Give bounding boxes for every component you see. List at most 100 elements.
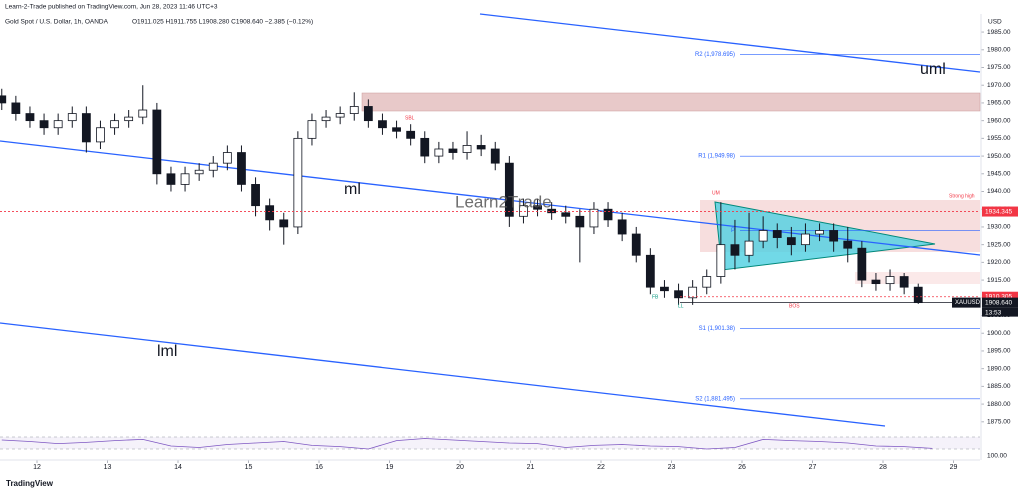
candle-body	[786, 237, 796, 246]
pivot-label: S2 (1,881.495)	[695, 396, 735, 402]
trendline-label: uml	[920, 61, 946, 78]
candle-body	[730, 244, 740, 256]
lower-median-line	[0, 322, 886, 427]
y-tick-label: 1880.00	[987, 401, 1011, 408]
price-tag-label: 1934.345	[985, 208, 1012, 215]
candle-body	[462, 145, 472, 153]
candle-body	[716, 244, 726, 277]
y-tick-label: 1930.00	[987, 224, 1011, 231]
rsi-label: 100.00	[987, 453, 1007, 460]
countdown: 13:53	[985, 309, 1002, 316]
candle-body	[871, 279, 881, 285]
price-tag	[982, 291, 1018, 302]
candle-body	[885, 276, 895, 285]
y-tick-label: 1890.00	[987, 365, 1011, 372]
y-tick-label: 1970.00	[987, 82, 1011, 89]
candle-body	[758, 230, 768, 242]
candle-body	[392, 127, 401, 132]
annotation: Strong high	[949, 193, 975, 199]
x-tick-label: 19	[386, 464, 394, 471]
annotation: SBL	[405, 115, 415, 121]
rsi-band	[0, 437, 980, 449]
x-tick-label: 26	[738, 464, 746, 471]
candle-body	[335, 113, 345, 118]
candle-body	[293, 137, 303, 228]
y-tick-label: 1940.00	[987, 188, 1011, 195]
y-axis-label: USD	[988, 19, 1002, 26]
candle-body	[378, 120, 387, 129]
y-tick-label: 1985.00	[987, 29, 1011, 36]
candle-body	[166, 173, 176, 185]
chart-title: Gold Spot / U.S. Dollar, 1h, OANDA	[5, 19, 109, 26]
y-tick-label: 1920.00	[987, 259, 1011, 266]
candle-body	[406, 130, 416, 139]
symbol-label: XAUUSD	[955, 300, 981, 306]
x-tick-label: 12	[33, 464, 41, 471]
watermark: Learn2Trade	[455, 192, 552, 211]
plot-area	[0, 54, 980, 400]
y-tick-label: 1900.00	[987, 330, 1011, 337]
candle-body	[688, 286, 698, 299]
candle-body	[349, 106, 359, 114]
y-tick-label: 1885.00	[987, 383, 1011, 390]
candle-body	[434, 148, 444, 157]
candle-body	[857, 247, 867, 281]
candle-body	[815, 230, 824, 235]
x-tick-label: 13	[104, 464, 112, 471]
y-tick-label: 1960.00	[987, 117, 1011, 124]
candle-body	[307, 120, 317, 139]
pivot-label: R1 (1,949.98)	[698, 154, 735, 160]
candle-body	[744, 240, 754, 256]
candle-body	[251, 184, 260, 207]
candle-body	[208, 162, 218, 171]
candle-body	[603, 208, 613, 221]
candle-body	[138, 109, 148, 118]
candle-body	[124, 116, 134, 122]
pivot-label: P	[731, 228, 735, 234]
x-tick-label: 28	[879, 464, 887, 471]
candle-body	[533, 205, 542, 210]
price-tag	[982, 297, 1018, 308]
candle-body	[25, 113, 35, 122]
footer: TradingView	[6, 479, 54, 488]
candle-body	[843, 240, 853, 249]
x-tick-label: 16	[315, 464, 323, 471]
candle-body	[631, 233, 641, 256]
candle-body	[899, 276, 909, 288]
candle-body	[96, 127, 105, 143]
candle-body	[561, 212, 571, 217]
supply-zone	[361, 92, 981, 112]
candle-body	[476, 145, 486, 150]
annotation: BOS	[789, 303, 800, 309]
trendline-label: lml	[157, 343, 177, 360]
candle-body	[448, 148, 458, 153]
price-tag-label: 1910.305	[985, 293, 1012, 300]
candle-body	[617, 219, 627, 235]
trendline-label: ml	[344, 181, 361, 198]
candle-body	[702, 276, 712, 288]
candle-body	[801, 233, 810, 246]
annotation: UM	[712, 190, 720, 196]
candle-body	[547, 208, 557, 214]
candle-body	[222, 152, 232, 164]
candle-body	[11, 102, 21, 114]
candle-body	[674, 290, 683, 299]
y-tick-label: 1975.00	[987, 64, 1011, 71]
candle-body	[279, 219, 289, 228]
candle-body	[110, 120, 119, 129]
candle-body	[81, 113, 91, 143]
x-tick-label: 21	[527, 464, 535, 471]
ohlc: O1911.025 H1911.755 L1908.280 C1908.640 …	[132, 19, 313, 26]
y-tick-label: 1875.00	[987, 419, 1011, 426]
candle-body	[237, 152, 246, 185]
candle-body	[660, 286, 669, 292]
candle-body	[772, 230, 782, 238]
candle-body	[420, 137, 430, 157]
candle-body	[152, 109, 162, 175]
price-tag	[982, 206, 1018, 217]
candle-body	[321, 116, 331, 122]
y-tick-label: 1945.00	[987, 171, 1011, 178]
candle-body	[0, 95, 7, 104]
candle-body	[645, 254, 655, 288]
